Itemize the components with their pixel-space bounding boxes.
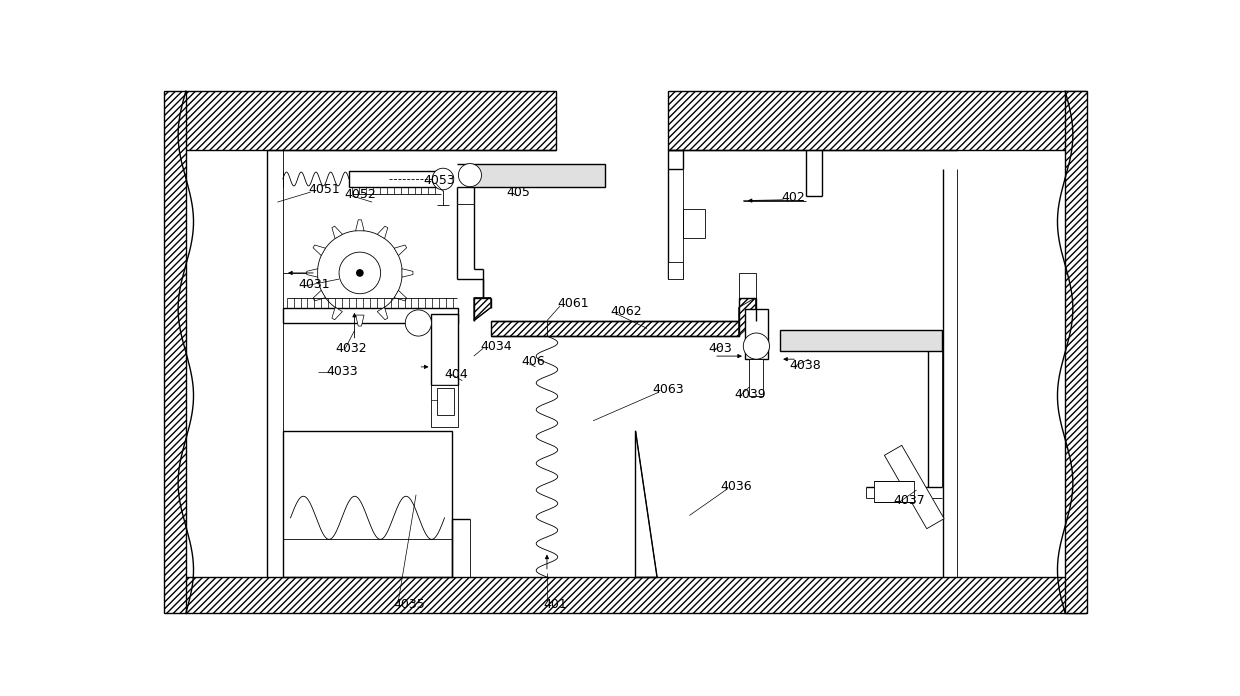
Text: 405: 405 [506, 186, 529, 198]
Bar [739, 273, 755, 298]
Text: 4031: 4031 [299, 278, 330, 291]
Polygon shape [377, 308, 388, 319]
Bar [683, 209, 704, 238]
Bar [432, 314, 459, 385]
Bar [780, 330, 942, 351]
Circle shape [459, 164, 481, 187]
Text: 4034: 4034 [480, 340, 512, 353]
Polygon shape [332, 308, 342, 319]
Polygon shape [884, 445, 944, 529]
Bar [432, 385, 459, 427]
Text: 401: 401 [543, 598, 567, 610]
Circle shape [433, 168, 454, 190]
Bar [185, 91, 557, 150]
Polygon shape [394, 290, 407, 301]
Text: 4062: 4062 [611, 305, 642, 318]
Polygon shape [312, 290, 325, 301]
Polygon shape [377, 226, 388, 239]
Polygon shape [306, 269, 317, 277]
Circle shape [339, 252, 381, 294]
Text: 404: 404 [444, 368, 469, 381]
Bar [491, 321, 739, 336]
Polygon shape [394, 245, 407, 255]
Bar [470, 164, 605, 187]
Bar [745, 309, 768, 359]
Circle shape [405, 310, 432, 336]
Text: 4035: 4035 [393, 598, 424, 610]
Bar [164, 91, 186, 613]
Polygon shape [402, 269, 413, 277]
Polygon shape [312, 245, 325, 255]
Text: 4039: 4039 [734, 388, 765, 401]
Bar [185, 577, 1086, 613]
Polygon shape [356, 315, 365, 326]
Text: 4061: 4061 [557, 297, 589, 310]
Text: 4038: 4038 [790, 359, 821, 372]
Bar [874, 481, 914, 503]
Text: 4036: 4036 [720, 480, 751, 493]
Polygon shape [474, 298, 491, 321]
Polygon shape [739, 298, 755, 321]
Text: 4063: 4063 [652, 383, 684, 397]
Text: 4053: 4053 [424, 174, 455, 187]
Circle shape [317, 230, 402, 315]
Bar [668, 91, 1086, 150]
Bar [1065, 91, 1086, 613]
Text: 402: 402 [781, 191, 806, 204]
Bar [283, 431, 453, 577]
Text: 4052: 4052 [345, 188, 376, 201]
Bar [668, 262, 683, 279]
Polygon shape [356, 220, 365, 231]
Bar [283, 308, 459, 323]
Text: 4033: 4033 [326, 365, 357, 378]
Circle shape [356, 269, 363, 277]
Bar [436, 388, 454, 416]
Text: 4037: 4037 [894, 493, 925, 507]
Text: 4051: 4051 [309, 183, 340, 196]
Text: 403: 403 [708, 342, 733, 355]
Polygon shape [739, 298, 755, 336]
Bar [350, 171, 443, 187]
Bar [749, 359, 764, 396]
Polygon shape [332, 226, 342, 239]
Text: 4032: 4032 [335, 342, 367, 355]
Text: 406: 406 [522, 355, 546, 368]
Polygon shape [635, 431, 657, 577]
Circle shape [743, 333, 770, 359]
